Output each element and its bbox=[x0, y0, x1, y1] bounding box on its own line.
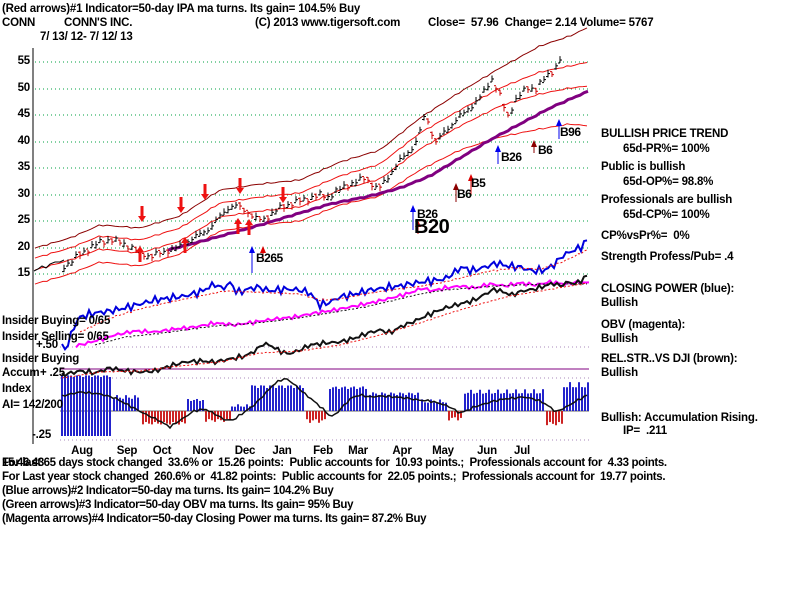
obv-status: Bullish bbox=[601, 333, 638, 345]
pr-percent: 65d-PR%= 100% bbox=[623, 143, 710, 155]
quote-stats: Close= 57.96 Change= 2.14 Volume= 5767 bbox=[428, 17, 654, 29]
closing-power-title: CLOSING POWER (blue): bbox=[601, 283, 735, 295]
insider-selling-count: Insider Selling= 0/65 bbox=[2, 331, 109, 343]
ip-value: IP= .211 bbox=[623, 425, 667, 437]
b-signal-label: B26 bbox=[501, 150, 522, 164]
legend-red-arrows: (Red arrows)#1 Indicator=50-day IPA ma t… bbox=[2, 3, 361, 15]
y-axis-label: 45 bbox=[17, 108, 31, 120]
b-signal-label: B265 bbox=[256, 251, 283, 265]
legend-green-arrows: (Green arrows)#3 Indicator=50-day OBV ma… bbox=[2, 499, 354, 511]
cp-percent: 65d-CP%= 100% bbox=[623, 209, 710, 221]
month-label: Apr bbox=[392, 445, 412, 457]
index-label: Index bbox=[2, 383, 32, 395]
b-signal-label: B5 bbox=[471, 176, 486, 190]
ticker-symbol: CONN bbox=[2, 17, 36, 29]
summary-65-days: For last 65 days stock changed 33.6% or … bbox=[2, 457, 667, 469]
insider-buying-count: Insider Buying= 0/65 bbox=[2, 315, 111, 327]
obv-title: OBV (magenta): bbox=[601, 319, 686, 331]
company-name: CONN'S INC. bbox=[64, 17, 133, 29]
price-trend-title: BULLISH PRICE TREND bbox=[601, 128, 729, 140]
y-axis-label: 20 bbox=[17, 241, 31, 253]
b-signal-label: B6 bbox=[457, 187, 472, 201]
month-label: Sep bbox=[116, 445, 138, 457]
b-signal-label: B96 bbox=[560, 125, 581, 139]
month-label: Aug bbox=[71, 445, 93, 457]
copyright-notice: (C) 2013 www.tigersoft.com bbox=[255, 17, 401, 29]
timestamp-overlay: 15.46.43 bbox=[2, 457, 44, 469]
month-label: Jul bbox=[513, 445, 531, 457]
ai-value: AI= 142/200 bbox=[2, 399, 63, 411]
legend-magenta-arrows: (Magenta arrows)#4 Indicator=50-day Clos… bbox=[2, 513, 427, 525]
b-signal-label: B6 bbox=[538, 143, 553, 157]
month-label: Jun bbox=[477, 445, 497, 457]
b-signal-label: B26 bbox=[417, 207, 438, 221]
rel-str-title: REL.STR..VS DJI (brown): bbox=[601, 353, 738, 365]
closing-power-status: Bullish bbox=[601, 297, 638, 309]
cp-vs-pr: CP%vsPr%= 0% bbox=[601, 230, 690, 242]
insider-buying-title: Insider Buying bbox=[2, 353, 80, 365]
y-axis-label: 15 bbox=[17, 267, 31, 279]
y-axis-label: 50 bbox=[17, 82, 31, 94]
public-status: Public is bullish bbox=[601, 161, 686, 173]
summary-last-year: For Last year stock changed 260.6% or 41… bbox=[2, 471, 666, 483]
y-axis-label: 25 bbox=[17, 214, 31, 226]
month-label: Nov bbox=[192, 445, 214, 457]
month-label: Mar bbox=[348, 445, 368, 457]
y-axis-label: 35 bbox=[17, 161, 31, 173]
y-axis-label: 40 bbox=[17, 135, 31, 147]
rel-str-status: Bullish bbox=[601, 367, 638, 379]
b-signal-label: B20 bbox=[414, 216, 450, 238]
month-label: Feb bbox=[313, 445, 333, 457]
strength-ratio: Strength Profess/Pub= .4 bbox=[601, 251, 734, 263]
y-axis-label: 55 bbox=[17, 55, 31, 67]
month-label: Oct bbox=[152, 445, 172, 457]
accum-label: Accum bbox=[2, 367, 40, 379]
month-label: Jan bbox=[272, 445, 292, 457]
month-label: Dec bbox=[234, 445, 256, 457]
scale-plus-25: + .25 bbox=[40, 367, 65, 379]
scale-plus-50: +.50 bbox=[36, 339, 58, 351]
professionals-status: Professionals are bullish bbox=[601, 194, 733, 206]
legend-blue-arrows: (Blue arrows)#2 Indicator=50-day ma turn… bbox=[2, 485, 334, 497]
date-range: 7/ 13/ 12- 7/ 12/ 13 bbox=[40, 31, 133, 43]
month-label: May bbox=[432, 445, 454, 457]
y-axis-label: 30 bbox=[17, 188, 31, 200]
scale-minus-25: -.25 bbox=[32, 429, 52, 441]
op-percent: 65d-OP%= 98.8% bbox=[623, 176, 714, 188]
accumulation-note: Bullish: Accumulation Rising. bbox=[601, 412, 758, 424]
